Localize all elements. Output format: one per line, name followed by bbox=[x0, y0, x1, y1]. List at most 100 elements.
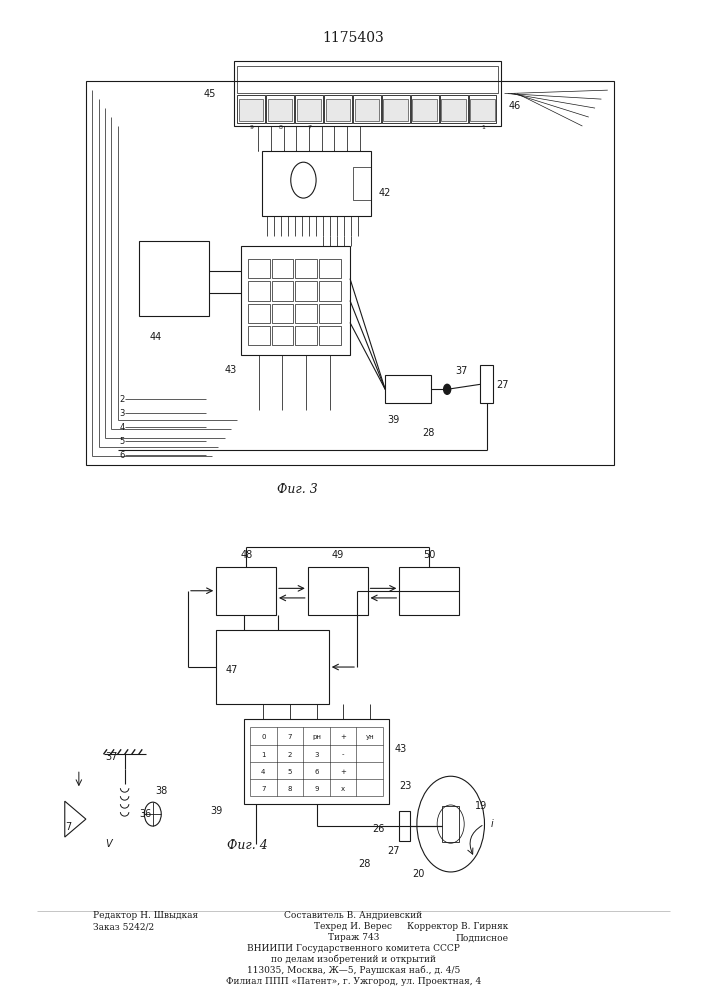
Text: 28: 28 bbox=[358, 859, 370, 869]
Bar bbox=[248, 326, 269, 345]
Bar bbox=[262, 151, 371, 216]
Text: Фиг. 4: Фиг. 4 bbox=[228, 839, 268, 852]
Text: 27: 27 bbox=[387, 846, 400, 856]
Text: Подписное: Подписное bbox=[455, 933, 508, 942]
Text: +: + bbox=[340, 769, 346, 775]
Text: 6: 6 bbox=[315, 769, 319, 775]
Text: рн: рн bbox=[312, 734, 321, 740]
Bar bbox=[86, 81, 614, 465]
Text: -: - bbox=[342, 752, 344, 758]
Bar bbox=[441, 99, 466, 121]
Text: 113035, Москва, Ж—5, Раушская наб., д. 4/5: 113035, Москва, Ж—5, Раушская наб., д. 4… bbox=[247, 966, 460, 975]
Text: x: x bbox=[341, 786, 345, 792]
Text: 1175403: 1175403 bbox=[322, 31, 385, 45]
Text: 1: 1 bbox=[261, 752, 266, 758]
Text: 20: 20 bbox=[412, 869, 424, 879]
Text: Филиал ППП «Патент», г. Ужгород, ул. Проектная, 4: Филиал ППП «Патент», г. Ужгород, ул. Про… bbox=[226, 977, 481, 986]
Text: 23: 23 bbox=[399, 781, 412, 791]
Bar bbox=[443, 806, 459, 842]
Bar bbox=[271, 326, 293, 345]
Text: 9: 9 bbox=[250, 125, 254, 130]
Text: 7: 7 bbox=[66, 822, 72, 832]
Text: 28: 28 bbox=[423, 428, 435, 438]
Bar bbox=[245, 719, 389, 804]
Text: 4: 4 bbox=[261, 769, 265, 775]
Bar bbox=[296, 326, 317, 345]
Text: 26: 26 bbox=[372, 824, 385, 834]
Text: 9: 9 bbox=[315, 786, 319, 792]
Bar bbox=[399, 811, 410, 841]
Bar bbox=[385, 375, 431, 403]
Bar bbox=[319, 326, 341, 345]
Bar bbox=[238, 66, 498, 93]
Bar bbox=[296, 95, 323, 123]
Text: по делам изобретений и открытий: по делам изобретений и открытий bbox=[271, 955, 436, 964]
Bar bbox=[271, 281, 293, 301]
Bar bbox=[324, 95, 351, 123]
Bar bbox=[296, 259, 317, 278]
Bar bbox=[297, 99, 322, 121]
Text: Тираж 743: Тираж 743 bbox=[328, 933, 379, 942]
Bar bbox=[271, 304, 293, 323]
Text: +: + bbox=[340, 734, 346, 740]
Text: V: V bbox=[105, 839, 112, 849]
Text: 7: 7 bbox=[288, 734, 292, 740]
Bar bbox=[234, 61, 501, 126]
Bar bbox=[241, 246, 350, 355]
Bar bbox=[480, 365, 493, 403]
Text: 47: 47 bbox=[226, 665, 238, 675]
Text: 46: 46 bbox=[508, 101, 520, 111]
Text: 45: 45 bbox=[204, 89, 216, 99]
Bar bbox=[325, 99, 350, 121]
Text: 39: 39 bbox=[387, 415, 399, 425]
Text: 38: 38 bbox=[155, 786, 167, 796]
Text: 3: 3 bbox=[119, 409, 124, 418]
Text: ун: ун bbox=[366, 734, 374, 740]
Text: 8: 8 bbox=[288, 786, 292, 792]
Bar bbox=[308, 567, 368, 615]
Text: 4: 4 bbox=[119, 423, 124, 432]
Text: 44: 44 bbox=[149, 332, 161, 342]
Bar bbox=[216, 567, 276, 615]
Bar bbox=[319, 304, 341, 323]
Text: 2: 2 bbox=[119, 395, 124, 404]
Text: Фиг. 3: Фиг. 3 bbox=[276, 483, 317, 496]
Bar bbox=[440, 95, 467, 123]
Bar bbox=[353, 95, 380, 123]
Bar bbox=[296, 281, 317, 301]
Bar bbox=[470, 99, 495, 121]
Bar bbox=[267, 95, 294, 123]
Bar bbox=[216, 630, 329, 704]
Text: ВНИИПИ Государственного комитета СССР: ВНИИПИ Государственного комитета СССР bbox=[247, 944, 460, 953]
Bar bbox=[354, 99, 379, 121]
Circle shape bbox=[443, 384, 450, 394]
Text: Составитель В. Андриевский: Составитель В. Андриевский bbox=[284, 911, 423, 920]
Text: 43: 43 bbox=[225, 365, 238, 375]
Text: 50: 50 bbox=[423, 550, 436, 560]
Text: 7: 7 bbox=[261, 786, 266, 792]
Text: 39: 39 bbox=[210, 806, 222, 816]
Text: 5: 5 bbox=[288, 769, 292, 775]
Bar bbox=[354, 167, 371, 200]
Bar bbox=[383, 99, 408, 121]
Bar bbox=[238, 95, 265, 123]
Text: 0: 0 bbox=[261, 734, 266, 740]
Text: 49: 49 bbox=[332, 550, 344, 560]
Bar bbox=[248, 281, 269, 301]
Text: Техред И. Верес: Техред И. Верес bbox=[315, 922, 392, 931]
Text: 48: 48 bbox=[240, 550, 252, 560]
Text: Редактор Н. Швыдкая: Редактор Н. Швыдкая bbox=[93, 911, 198, 920]
Text: 43: 43 bbox=[395, 744, 407, 754]
Bar bbox=[399, 567, 459, 615]
Text: 8: 8 bbox=[279, 125, 283, 130]
Text: 27: 27 bbox=[496, 380, 509, 390]
Bar bbox=[469, 95, 496, 123]
Bar bbox=[139, 241, 209, 316]
Bar bbox=[271, 259, 293, 278]
Bar bbox=[248, 259, 269, 278]
Text: 37: 37 bbox=[105, 752, 117, 762]
Bar bbox=[239, 99, 264, 121]
Bar bbox=[268, 99, 293, 121]
Text: Заказ 5242/2: Заказ 5242/2 bbox=[93, 922, 154, 931]
Bar bbox=[248, 304, 269, 323]
